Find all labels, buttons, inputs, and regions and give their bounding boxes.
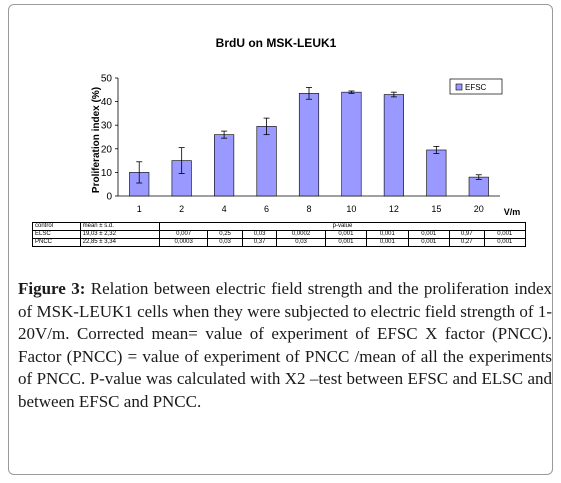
table-cell: PNCC — [32, 238, 81, 247]
bar — [426, 149, 447, 197]
x-tick-label: 1 — [137, 204, 142, 214]
chart-title: BrdU on MSK-LEUK1 — [216, 36, 337, 50]
table-cell: 0,001 — [366, 230, 409, 239]
bar — [341, 91, 362, 197]
table-header-row: control mean ± s.d. p-value — [32, 222, 527, 231]
table-cell: 0,27 — [448, 238, 485, 247]
table-cell: 0,25 — [207, 230, 243, 239]
table-cell: 0,001 — [366, 238, 409, 247]
y-tick-label: 40 — [101, 97, 113, 108]
table-cell: 0,97 — [448, 230, 485, 239]
table-cell: 19,03 ± 2,32 — [79, 230, 160, 239]
table-row: ELSC 19,03 ± 2,32 0,007 0,25 0,03 0,0002… — [32, 230, 526, 239]
x-tick-label: 4 — [222, 204, 227, 214]
header-cell: mean ± s.d. — [79, 222, 160, 231]
y-tick-label: 30 — [101, 121, 113, 132]
table-cell: 22,85 ± 3,34 — [79, 238, 160, 247]
bar — [383, 94, 404, 197]
table-cell: 0,03 — [241, 230, 278, 239]
header-cell: control — [32, 222, 81, 231]
bar — [214, 134, 235, 197]
caption-text: Relation between electric field strength… — [18, 279, 553, 411]
table-cell: 0,001 — [483, 230, 526, 239]
x-tick-label: 2 — [179, 204, 184, 214]
table-cell: 0,001 — [324, 238, 368, 247]
legend-box — [449, 78, 503, 95]
bar — [298, 93, 320, 197]
legend-swatch — [455, 83, 463, 91]
figure-caption: Figure 3: Relation between electric fiel… — [18, 278, 552, 413]
bar-chart: BrdU on MSK-LEUK1 Proliferation index (%… — [91, 36, 521, 217]
x-tick-label: 6 — [264, 204, 269, 214]
x-tick-label: 20 — [474, 204, 484, 214]
caption-label: Figure 3: — [18, 279, 86, 298]
legend: EFSC — [449, 78, 503, 95]
bar — [468, 176, 489, 197]
header-cell: p-value — [158, 222, 527, 231]
x-tick-label: 15 — [431, 204, 441, 214]
bar — [256, 126, 277, 197]
table-cell: ELSC — [32, 230, 81, 239]
table-cell: 0,007 — [158, 230, 209, 239]
table-cell: 0,001 — [324, 230, 368, 239]
x-tick-label: 10 — [346, 204, 356, 214]
x-axis-label: V/m — [504, 207, 521, 217]
y-tick-label: 10 — [101, 168, 113, 179]
table-cell: 0,0003 — [158, 238, 209, 247]
y-tick-label: 20 — [101, 144, 113, 155]
legend-label: EFSC — [465, 83, 487, 92]
y-tick-label: 50 — [101, 74, 113, 85]
table-cell: 0,37 — [241, 238, 278, 247]
table-cell: 0,001 — [407, 230, 450, 239]
y-axis-label: Proliferation index (%) — [91, 87, 102, 193]
x-tick-label: 12 — [389, 204, 399, 214]
bars — [129, 87, 489, 197]
table-cell: 0,001 — [407, 238, 450, 247]
chart-area: BrdU on MSK-LEUK1 Proliferation index (%… — [91, 36, 521, 217]
table-cell: 0,03 — [207, 238, 243, 247]
x-tick-label: 8 — [306, 204, 311, 214]
figure-frame — [8, 4, 553, 475]
p-value-table: control mean ± s.d. p-value ELSC 19,03 ±… — [32, 222, 527, 247]
table-row: PNCC 22,85 ± 3,34 0,0003 0,03 0,37 0,03 … — [32, 238, 526, 247]
y-tick-label: 0 — [106, 192, 112, 203]
table-cell: 0,0002 — [276, 230, 326, 239]
table-cell: 0,03 — [276, 238, 326, 247]
table-cell: 0,001 — [483, 238, 526, 247]
